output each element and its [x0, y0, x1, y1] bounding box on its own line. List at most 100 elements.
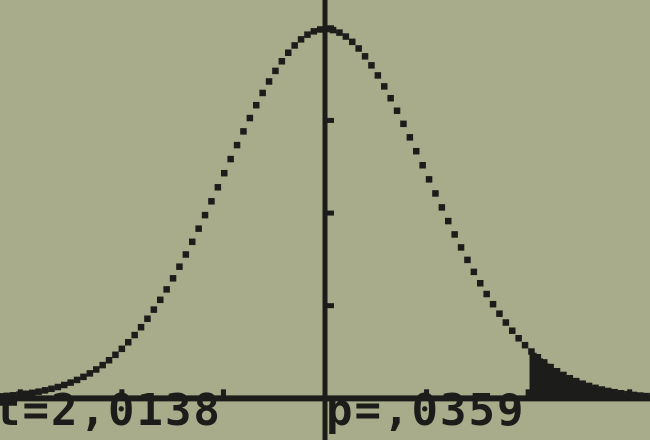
curve-pixel	[534, 353, 542, 361]
curve-pixel	[457, 244, 465, 251]
curve-pixel	[278, 58, 286, 65]
curve-pixel	[201, 211, 209, 219]
shaded-column	[594, 388, 602, 399]
curve-pixel	[157, 296, 164, 304]
curve-pixel	[48, 385, 55, 393]
curve-pixel	[93, 366, 100, 373]
curve-pixel	[361, 53, 369, 60]
curve-pixel	[464, 256, 471, 264]
curve-pixel	[643, 392, 650, 400]
x-tick	[220, 389, 226, 397]
curve-pixel	[521, 341, 529, 349]
curve-pixel	[163, 286, 170, 293]
curve-pixel	[400, 120, 407, 128]
curve-pixel	[368, 62, 375, 69]
curve-pixel	[425, 176, 433, 183]
curve-pixel	[112, 351, 119, 359]
curve-pixel	[585, 382, 593, 390]
curve-pixel	[41, 387, 49, 394]
curve-pixel	[598, 386, 606, 393]
curve-pixel	[297, 36, 305, 43]
curve-pixel	[80, 373, 87, 381]
curve-pixel	[413, 147, 420, 155]
curve-pixel	[233, 141, 241, 149]
curve-pixel	[624, 390, 631, 398]
curve-pixel	[451, 231, 458, 238]
curve-pixel	[509, 327, 516, 334]
curve-pixel	[496, 310, 503, 317]
curve-pixel	[221, 169, 228, 177]
curve-pixel	[246, 114, 254, 122]
curve-pixel	[0, 393, 4, 400]
curve-pixel	[182, 251, 190, 258]
curve-pixel	[310, 28, 318, 35]
shaded-column	[575, 381, 583, 399]
curve-pixel	[515, 335, 522, 342]
curve-pixel	[349, 38, 356, 46]
curve-pixel	[560, 371, 567, 379]
density-curve-group	[0, 25, 650, 400]
curve-pixel	[342, 33, 350, 40]
curve-pixel	[29, 389, 36, 397]
y-tick	[327, 303, 334, 309]
curve-pixel	[265, 78, 273, 85]
shaded-column	[562, 375, 570, 399]
curve-pixel	[381, 83, 388, 90]
curve-pixel	[272, 67, 279, 75]
p-value-label: p=,0359	[326, 385, 526, 436]
x-tick	[424, 389, 430, 397]
curve-pixel	[3, 392, 10, 400]
curve-pixel	[393, 107, 401, 114]
curve-pixel	[259, 89, 266, 97]
curve-pixel	[617, 389, 625, 397]
curve-pixel	[67, 379, 74, 386]
shaded-column	[607, 391, 615, 399]
curve-pixel	[470, 268, 478, 276]
x-tick	[119, 389, 125, 397]
curve-pixel	[291, 42, 298, 49]
curve-pixel	[137, 323, 145, 331]
curve-pixel	[125, 338, 132, 346]
curve-pixel	[573, 377, 580, 385]
curve-pixel	[144, 315, 151, 322]
curve-pixel	[406, 134, 414, 141]
shaded-column	[555, 372, 563, 399]
curve-pixel	[541, 359, 548, 366]
curve-pixel	[9, 392, 17, 399]
curve-pixel	[553, 367, 561, 375]
curve-pixel	[432, 190, 439, 197]
curve-pixel	[105, 356, 113, 364]
x-tick	[525, 389, 531, 397]
curve-pixel	[73, 376, 81, 384]
curve-pixel	[336, 29, 343, 36]
shaded-column	[588, 386, 596, 399]
curve-pixel	[477, 279, 484, 287]
curve-pixel	[637, 392, 644, 399]
curve-pixel	[323, 25, 330, 33]
curve-pixel	[22, 390, 30, 398]
curve-pixel	[579, 380, 586, 387]
curve-pixel	[387, 94, 394, 102]
curve-pixel	[208, 198, 215, 205]
curve-pixel	[54, 383, 62, 391]
curve-pixel	[169, 275, 177, 282]
curve-pixel	[419, 161, 426, 169]
curve-pixel	[227, 155, 234, 163]
curve-pixel	[317, 26, 324, 33]
curve-pixel	[566, 374, 574, 382]
shaded-column	[549, 368, 557, 399]
shaded-column	[601, 389, 609, 399]
t-statistic-label: t=2,0138	[0, 385, 222, 436]
shaded-column	[581, 384, 589, 399]
curve-pixel	[195, 225, 202, 232]
curve-pixel	[605, 387, 612, 395]
curve-pixel	[528, 348, 535, 355]
shaded-column	[536, 358, 544, 399]
y-tick	[327, 210, 334, 216]
curve-pixel	[189, 238, 196, 246]
curve-pixel	[374, 72, 382, 79]
curve-pixel	[214, 184, 222, 191]
curve-pixel	[118, 345, 126, 353]
